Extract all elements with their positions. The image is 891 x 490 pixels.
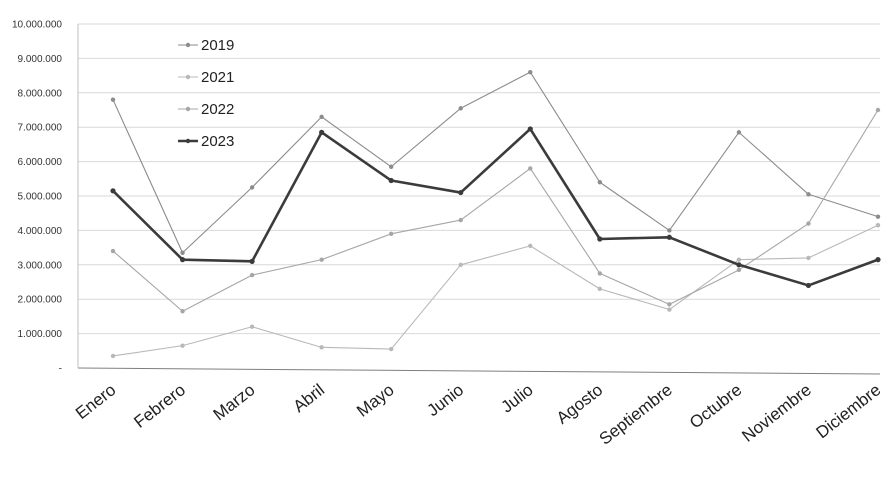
data-point-2022 [319, 257, 324, 262]
data-point-2019 [249, 185, 255, 190]
data-point-2021 [736, 257, 742, 262]
legend-label-2022: 2022 [201, 101, 234, 118]
data-point-2022 [458, 217, 463, 223]
data-point-2019 [667, 228, 672, 233]
x-tick-label: Octubre [686, 380, 745, 432]
data-point-2019 [319, 114, 324, 120]
x-tick-label: Agosto [553, 380, 606, 428]
data-point-2021 [528, 243, 533, 249]
data-point-2023 [805, 282, 812, 289]
data-point-2023 [527, 126, 533, 132]
legend-marker-2019 [185, 42, 191, 48]
data-point-2022 [249, 272, 255, 278]
data-point-2022 [806, 221, 811, 226]
y-tick-label: 8.000.000 [18, 88, 63, 99]
x-tick-label: Marzo [210, 380, 259, 424]
data-point-2021 [806, 255, 811, 261]
legend-marker-2022 [185, 106, 191, 112]
data-point-2023 [597, 236, 603, 242]
y-tick-label: 5.000.000 [18, 192, 63, 203]
legend-label-2021: 2021 [201, 69, 234, 86]
data-point-2022 [875, 107, 881, 113]
data-point-2021 [110, 353, 116, 359]
data-point-2021 [458, 262, 463, 267]
y-tick-label: 7.000.000 [18, 123, 63, 134]
legend-marker-2021 [185, 74, 191, 80]
data-point-2021 [319, 345, 324, 350]
y-tick-label: 1.000.000 [18, 329, 63, 340]
x-tick-label: Febrero [130, 380, 189, 432]
y-tick-label: 10.000.000 [12, 20, 62, 31]
legend-label-2019: 2019 [201, 37, 234, 54]
series-line-2021 [112, 224, 879, 357]
x-tick-label: Diciembre [812, 380, 884, 442]
series-line-2023 [112, 127, 879, 287]
x-tick-label: Enero [72, 380, 119, 423]
data-point-2021 [180, 343, 185, 348]
data-point-2022 [110, 248, 116, 254]
data-point-2022 [597, 271, 603, 276]
y-tick-label: 9.000.000 [18, 54, 63, 65]
data-point-2019 [458, 106, 463, 111]
y-axis: - 1.000.000 2.000.000 3.000.000 4.000.000 5.0… [12, 20, 881, 375]
x-tick-label: Noviembre [738, 380, 814, 446]
series-line-2019 [112, 71, 879, 254]
legend-label-2023: 2023 [201, 133, 234, 150]
data-point-2021 [388, 346, 394, 352]
data-point-2022 [528, 166, 533, 171]
data-point-2021 [875, 223, 881, 228]
data-point-2023 [179, 257, 186, 263]
data-point-2019 [736, 130, 742, 135]
data-point-2021 [249, 324, 255, 329]
data-point-2019 [180, 250, 185, 255]
data-point-2019 [388, 164, 394, 169]
data-point-2023 [110, 188, 116, 194]
data-point-2019 [875, 214, 881, 219]
x-axis-line [77, 367, 881, 375]
data-point-2023 [458, 189, 464, 196]
data-point-2023 [666, 234, 672, 240]
data-point-2019 [597, 180, 603, 185]
x-tick-label: Septiembre [596, 380, 676, 448]
y-tick-label: 3.000.000 [18, 260, 63, 271]
data-point-2019 [528, 69, 533, 75]
legend: 2019 2021 2022 2023 [178, 37, 234, 150]
y-tick-label: 4.000.000 [18, 226, 63, 237]
series-lines [110, 69, 881, 359]
y-tick-label: 2.000.000 [18, 295, 63, 306]
legend-marker-2023 [185, 138, 191, 144]
x-tick-label: Julio [497, 380, 536, 417]
x-tick-label: Abril [290, 380, 329, 416]
x-tick-label: Junio [423, 380, 467, 420]
data-point-2023 [319, 129, 325, 135]
data-point-2019 [110, 97, 116, 102]
series-line-2022 [112, 109, 879, 312]
data-point-2021 [667, 307, 672, 312]
data-point-2022 [736, 267, 742, 273]
data-point-2022 [667, 302, 672, 307]
data-point-2022 [180, 309, 185, 314]
data-point-2023 [249, 258, 255, 264]
data-point-2019 [806, 192, 811, 197]
data-point-2023 [736, 262, 742, 268]
gridlines [78, 23, 880, 335]
x-tick-label: Mayo [353, 380, 397, 421]
data-point-2023 [388, 177, 394, 184]
y-tick-label: - [59, 364, 62, 375]
data-point-2022 [388, 231, 394, 237]
x-axis: Enero Febrero Marzo Abril Mayo Junio Julio Agos… [72, 380, 884, 448]
data-point-2021 [597, 286, 603, 292]
data-point-2023 [875, 257, 881, 263]
y-tick-label: 6.000.000 [18, 157, 63, 168]
